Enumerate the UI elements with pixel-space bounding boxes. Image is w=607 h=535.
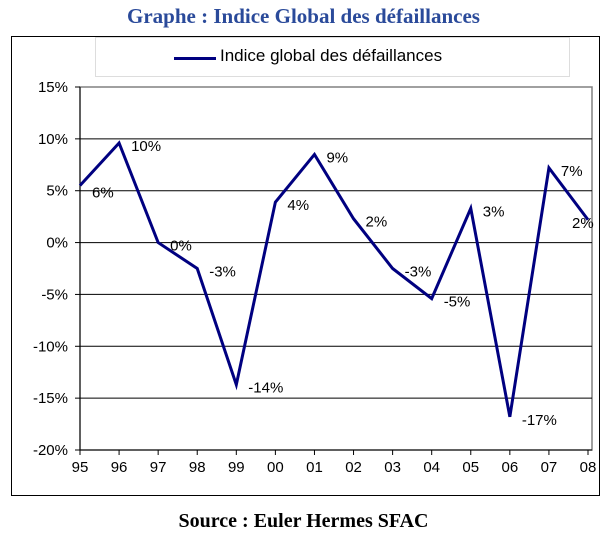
x-tick-label: 95 <box>72 459 89 476</box>
x-tick-label: 08 <box>580 459 597 476</box>
data-label: 4% <box>287 197 309 214</box>
legend-label: Indice global des défaillances <box>220 46 443 65</box>
y-tick-label: -20% <box>33 442 68 459</box>
data-label: -3% <box>209 264 236 281</box>
legend: Indice global des défaillances <box>95 37 570 77</box>
x-tick-label: 99 <box>228 459 245 476</box>
data-label: 6% <box>92 185 114 202</box>
x-tick-label: 96 <box>111 459 128 476</box>
data-label: -3% <box>405 264 432 281</box>
x-tick-label: 05 <box>462 459 479 476</box>
data-label: -14% <box>248 380 283 397</box>
chart-title: Graphe : Indice Global des défaillances <box>127 4 480 28</box>
x-tick-label: 98 <box>189 459 206 476</box>
y-tick-label: 5% <box>46 183 68 200</box>
data-label: -5% <box>444 294 471 311</box>
series-line <box>78 140 590 418</box>
x-tick-label: 07 <box>541 459 558 476</box>
data-label: 7% <box>561 163 583 180</box>
chart-frame <box>11 36 600 496</box>
y-tick-label: 10% <box>38 131 68 148</box>
y-tick-label: 0% <box>46 235 68 252</box>
data-label: -17% <box>522 412 557 429</box>
data-label: 2% <box>366 214 388 231</box>
data-label: 3% <box>483 203 505 220</box>
data-label: 2% <box>572 215 594 232</box>
source-note: Source : Euler Hermes SFAC <box>178 510 429 532</box>
x-tick-label: 01 <box>306 459 323 476</box>
x-tick-label: 04 <box>423 459 440 476</box>
x-tick-label: 00 <box>267 459 284 476</box>
y-tick-label: -5% <box>41 286 68 303</box>
x-tick-label: 97 <box>150 459 167 476</box>
y-tick-label: -10% <box>33 338 68 355</box>
y-tick-label: 15% <box>38 79 68 96</box>
x-tick-label: 06 <box>502 459 519 476</box>
x-tick-label: 03 <box>384 459 401 476</box>
data-label: 9% <box>326 149 348 166</box>
y-tick-label: -15% <box>33 390 68 407</box>
data-label: 0% <box>170 238 192 255</box>
legend-swatch <box>174 57 216 60</box>
x-tick-label: 02 <box>345 459 362 476</box>
data-label: 10% <box>131 138 161 155</box>
